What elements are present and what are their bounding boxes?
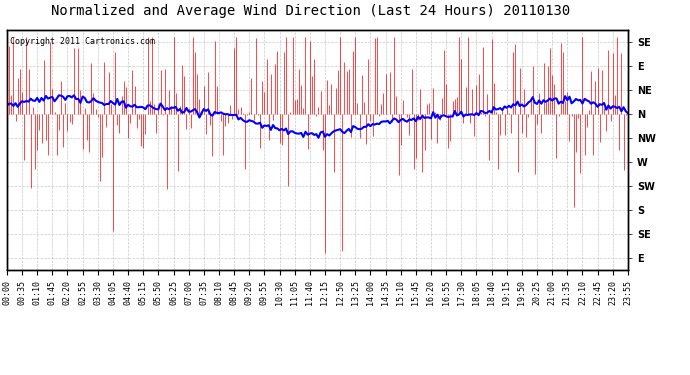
Text: Copyright 2011 Cartronics.com: Copyright 2011 Cartronics.com	[10, 37, 155, 46]
Text: Normalized and Average Wind Direction (Last 24 Hours) 20110130: Normalized and Average Wind Direction (L…	[51, 4, 570, 18]
